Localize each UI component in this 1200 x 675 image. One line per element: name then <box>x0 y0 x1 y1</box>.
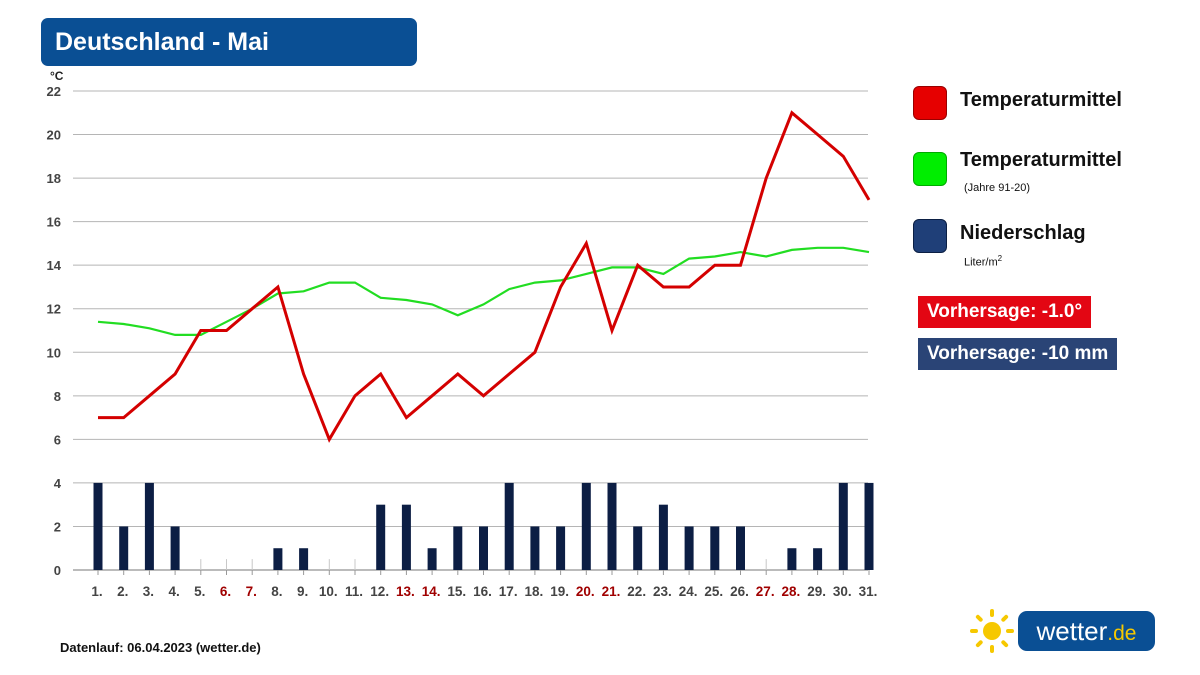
legend-swatch-temp <box>913 86 947 120</box>
x-tick-label: 14. <box>422 584 441 599</box>
x-tick-label: 26. <box>730 584 749 599</box>
precip-bar <box>736 526 745 570</box>
x-tick-label: 19. <box>550 584 569 599</box>
precip-bar <box>838 482 848 570</box>
precip-bars <box>93 482 874 570</box>
precip-bar <box>273 548 283 570</box>
logo-badge: wetter.de <box>1018 611 1155 651</box>
precip-bar <box>581 482 591 570</box>
x-tick-label: 4. <box>168 584 179 599</box>
legend-swatch-precip <box>913 219 947 253</box>
x-tick-label: 6. <box>220 584 231 599</box>
x-tick-label: 18. <box>525 584 544 599</box>
y-tick-label: 12 <box>47 302 61 317</box>
precip-bar <box>530 526 540 570</box>
legend-label-precip: Niederschlag <box>960 222 1086 244</box>
temp-mean-line <box>98 110 871 443</box>
footer-data-run: Datenlauf: 06.04.2023 (wetter.de) <box>60 640 261 655</box>
x-tick-label: 23. <box>653 584 672 599</box>
precip-bar <box>144 482 154 570</box>
legend-swatch-temp-normal <box>913 152 947 186</box>
y-tick-label: 2 <box>54 519 61 534</box>
y-tick-label: 4 <box>54 476 62 491</box>
precip-bar <box>401 504 411 570</box>
precip-bar <box>504 482 514 570</box>
precip-bar <box>658 504 668 570</box>
precip-bar <box>607 482 617 570</box>
x-tick-label: 29. <box>807 584 826 599</box>
x-tick-label: 30. <box>833 584 852 599</box>
x-tick-label: 27. <box>756 584 775 599</box>
y-tick-label: 8 <box>54 389 61 404</box>
precip-bar <box>479 526 488 570</box>
precip-bar <box>376 504 386 570</box>
x-tick-label: 3. <box>143 584 154 599</box>
legend-sub-precip: Liter/m2 <box>964 254 1002 269</box>
precip-bar <box>710 526 720 570</box>
precip-bar <box>556 526 566 570</box>
y-tick-label: 20 <box>47 128 61 143</box>
x-axis-ticks: 1. 2. 3. 4. 5. 6. 7. 8. 9. 10. 11. 12. 13. 14. 15. 16. 1… <box>91 570 877 599</box>
temp-lines <box>97 110 871 443</box>
precip-bar <box>453 526 463 570</box>
y-tick-label: 14 <box>47 258 62 273</box>
x-tick-label: 16. <box>473 584 492 599</box>
precip-bar <box>864 482 874 570</box>
x-tick-label: 20. <box>576 584 595 599</box>
x-tick-label: 9. <box>297 584 308 599</box>
temp-normal-line <box>97 246 870 336</box>
precip-bar <box>633 526 643 570</box>
x-tick-label: 7. <box>246 584 257 599</box>
x-tick-label: 8. <box>271 584 282 599</box>
logo-name: wetter <box>1036 616 1108 646</box>
x-tick-label: 1. <box>91 584 102 599</box>
y-tick-label: 16 <box>47 215 61 230</box>
y-axis-ticks: 0 2 4 6 8 10 12 14 16 18 20 22 <box>47 84 62 578</box>
precip-bar <box>119 526 129 570</box>
x-tick-label: 11. <box>345 584 363 599</box>
precip-bar <box>93 482 103 570</box>
precip-bar <box>787 548 797 570</box>
y-axis-label: °C <box>50 69 64 83</box>
y-tick-label: 10 <box>47 345 61 360</box>
x-tick-label: 28. <box>782 584 801 599</box>
precip-bar <box>684 526 694 570</box>
y-tick-label: 22 <box>47 84 61 99</box>
x-tick-label: 22. <box>627 584 646 599</box>
x-tick-label: 13. <box>396 584 415 599</box>
x-tick-label: 2. <box>117 584 128 599</box>
legend-label-temp-normal: Temperaturmittel <box>960 149 1122 171</box>
logo-tld: .de <box>1107 622 1137 645</box>
y-tick-label: 18 <box>47 171 61 186</box>
sun-icon <box>970 609 1014 653</box>
x-tick-label: 25. <box>704 584 723 599</box>
forecast-temp-badge: Vorhersage: -1.0° <box>918 296 1092 328</box>
chart-grid <box>73 90 868 571</box>
legend-label-temp: Temperaturmittel <box>960 89 1122 111</box>
y-tick-label: 0 <box>54 563 61 578</box>
x-tick-label: 31. <box>859 584 878 599</box>
x-tick-label: 24. <box>679 584 698 599</box>
x-tick-label: 5. <box>194 584 205 599</box>
legend-sub-precip-sup: 2 <box>997 254 1003 263</box>
legend-sub-precip-unit: Liter/m <box>964 256 998 269</box>
precip-bar <box>427 548 437 570</box>
page-title: Deutschland - Mai <box>41 18 417 66</box>
wetter-logo: wetter.de <box>966 603 1156 655</box>
precip-bar <box>170 526 180 570</box>
x-tick-label: 15. <box>447 584 466 599</box>
x-tick-label: 21. <box>602 584 621 599</box>
forecast-precip-badge: Vorhersage: -10 mm <box>918 338 1118 370</box>
x-tick-label: 12. <box>370 584 389 599</box>
precip-bar <box>813 548 823 570</box>
precip-bar <box>299 548 309 570</box>
legend-sub-temp-normal: (Jahre 91-20) <box>964 182 1031 194</box>
x-tick-label: 17. <box>499 584 518 599</box>
y-tick-label: 6 <box>54 432 61 447</box>
x-tick-label: 10. <box>319 584 338 599</box>
